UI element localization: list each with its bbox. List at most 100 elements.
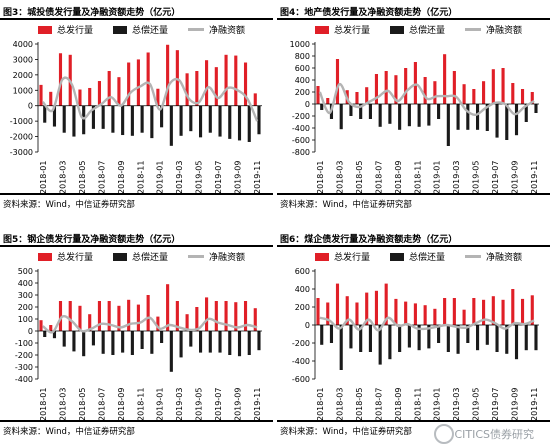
- bar-issuance: [195, 307, 199, 331]
- bar-repayment: [475, 325, 480, 351]
- legend-repayment: 总偿还量: [113, 250, 168, 263]
- bar-repayment: [82, 331, 86, 357]
- bar-issuance: [146, 295, 150, 331]
- x-tick-label: 2018-01: [316, 161, 325, 194]
- bar-repayment: [524, 325, 528, 351]
- y-tick-label: 0: [305, 100, 310, 109]
- y-tick-label: -200: [292, 112, 310, 121]
- y-tick-label: 500: [18, 267, 33, 276]
- bar-repayment: [169, 105, 173, 146]
- bar-issuance: [404, 68, 408, 104]
- bar-issuance: [374, 74, 379, 104]
- x-tick-label: 2018-07: [97, 161, 106, 194]
- bar-repayment: [524, 104, 528, 122]
- bar-issuance: [316, 298, 320, 325]
- net-financing-line: [41, 76, 259, 122]
- bar-repayment: [514, 104, 519, 136]
- x-tick-label: 2018-05: [355, 161, 364, 194]
- bar-issuance: [355, 302, 359, 325]
- bar-issuance: [433, 81, 437, 104]
- bar-issuance: [491, 69, 495, 104]
- bar-issuance: [384, 283, 388, 325]
- bar-repayment: [189, 105, 193, 132]
- bar-issuance: [335, 59, 340, 104]
- bar-issuance: [127, 299, 131, 331]
- bar-issuance: [326, 302, 330, 325]
- bar-repayment: [505, 104, 509, 140]
- bar-repayment: [52, 105, 57, 127]
- bar-repayment: [349, 104, 353, 116]
- bar-repayment: [466, 325, 470, 343]
- bar-issuance: [107, 71, 111, 106]
- y-tick-label: -1000: [10, 117, 33, 126]
- net-financing-line: [319, 316, 535, 332]
- bar-issuance: [243, 301, 248, 331]
- bar-issuance: [214, 67, 218, 106]
- bar-repayment: [417, 325, 421, 351]
- net-financing-line: [318, 82, 535, 117]
- bar-repayment: [437, 104, 441, 119]
- bar-repayment: [52, 331, 57, 339]
- x-tick-label: 2019-11: [253, 161, 262, 194]
- y-tick-label: -400: [15, 375, 33, 384]
- bar-issuance: [365, 292, 369, 325]
- legend-issuance: 总发行量: [38, 250, 93, 263]
- x-tick-label: 2018-05: [78, 388, 87, 421]
- chart-svg: -3000 -2000 -1000 0 1000 2000 3000 4000 2018-01 2…: [10, 40, 262, 194]
- y-tick-label: 3000: [13, 55, 33, 64]
- bar-issuance: [68, 301, 72, 331]
- bar-repayment: [495, 325, 499, 352]
- bar-repayment: [160, 105, 164, 128]
- bar-issuance: [175, 301, 179, 331]
- chart-legend: 总发行量 总偿还量 净融资额: [38, 23, 245, 36]
- bar-issuance: [443, 298, 447, 325]
- x-tick-label: 2019-09: [234, 388, 243, 421]
- bar-issuance: [452, 298, 456, 325]
- source-rule: [277, 193, 550, 195]
- y-tick-label: 200: [295, 88, 310, 97]
- x-tick-label: 2018-11: [413, 388, 422, 421]
- bar-repayment: [407, 325, 411, 348]
- legend-net: 净融资额: [188, 250, 245, 263]
- legend-net: 净融资额: [188, 23, 245, 36]
- bar-issuance: [185, 314, 189, 331]
- bar-issuance: [472, 89, 476, 104]
- x-tick-label: 2019-01: [156, 161, 165, 194]
- bar-repayment: [388, 325, 392, 360]
- bar-issuance: [413, 62, 417, 104]
- bar-repayment: [446, 325, 450, 352]
- wechat-icon: [434, 424, 455, 444]
- chart-title: 图6：煤企债发行量及净融资额走势（亿元）: [280, 235, 458, 245]
- chart-source: 资料来源：Wind，中信证券研究部: [3, 427, 135, 437]
- bar-repayment: [398, 104, 402, 130]
- x-tick-label: 2019-03: [175, 161, 184, 194]
- x-tick-label: 2019-03: [452, 161, 461, 194]
- bar-repayment: [169, 331, 173, 372]
- x-tick-label: 2018-11: [413, 161, 422, 194]
- bar-issuance: [443, 54, 447, 104]
- bar-repayment: [505, 325, 509, 354]
- source-rule: [0, 193, 273, 195]
- y-tick-label: 400: [295, 285, 310, 294]
- bar-repayment: [427, 104, 431, 126]
- bar-repayment: [228, 105, 232, 139]
- bar-repayment: [179, 331, 183, 358]
- legend-issuance: 总发行量: [315, 250, 370, 263]
- x-tick-label: 2018-03: [335, 161, 344, 194]
- x-tick-label: 2018-07: [97, 388, 106, 421]
- legend-issuance: 总发行量: [38, 23, 93, 36]
- bar-issuance: [58, 53, 63, 106]
- y-tick-label: -600: [292, 136, 310, 145]
- chart-source: 资料来源：Wind，中信证券研究部: [3, 200, 135, 210]
- bar-issuance: [511, 83, 515, 104]
- y-tick-label: 100: [18, 315, 33, 324]
- x-tick-label: 2019-07: [491, 388, 500, 421]
- bar-issuance: [365, 87, 369, 104]
- bar-repayment: [179, 105, 183, 136]
- y-tick-label: 400: [18, 279, 33, 288]
- bar-repayment: [456, 325, 460, 354]
- y-tick-label: 200: [18, 303, 33, 312]
- bar-issuance: [97, 301, 102, 331]
- bar-repayment: [359, 325, 363, 352]
- y-tick-label: -200: [292, 339, 310, 348]
